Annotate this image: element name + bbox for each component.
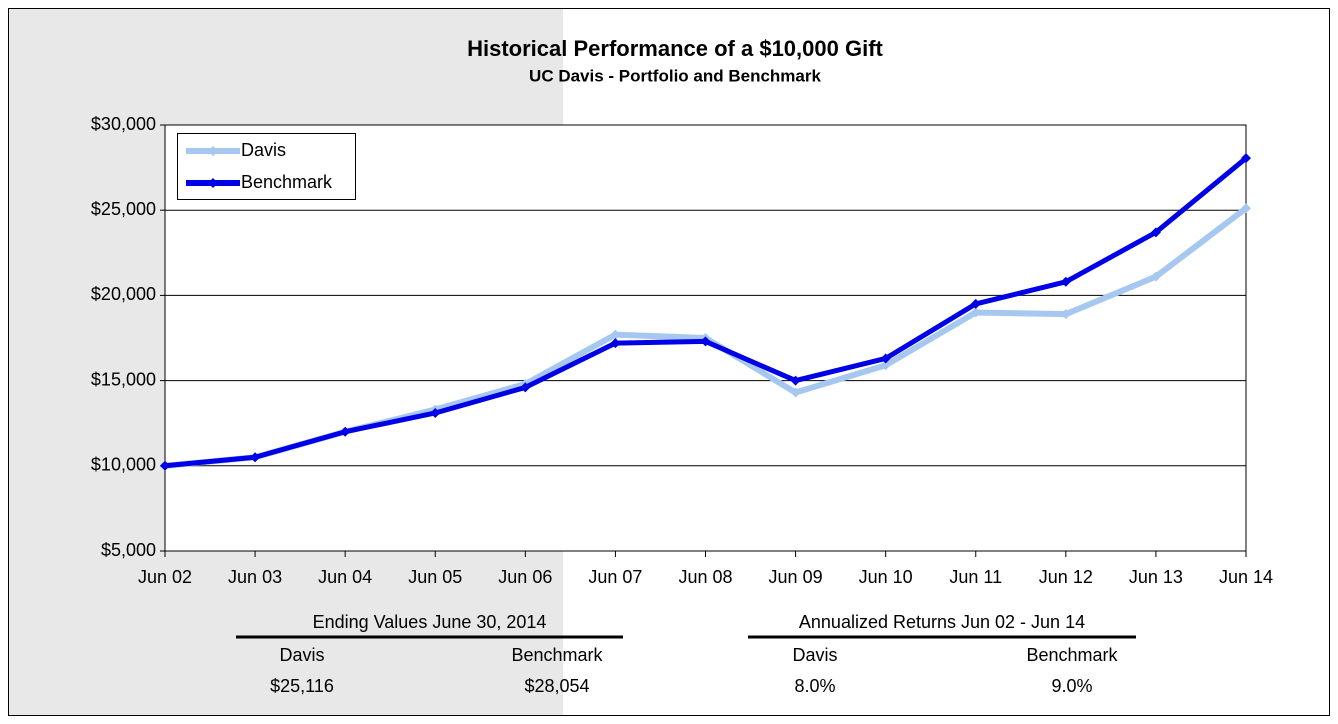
data-point xyxy=(250,452,261,463)
data-point xyxy=(340,426,351,437)
x-tick-label: Jun 07 xyxy=(588,567,642,587)
table-column: Davis xyxy=(792,645,837,665)
y-tick-label: $15,000 xyxy=(91,369,156,389)
data-point xyxy=(1241,153,1251,164)
x-tick-label: Jun 04 xyxy=(318,567,372,587)
data-point xyxy=(970,307,981,318)
x-tick-label: Jun 12 xyxy=(1039,567,1093,587)
legend-label: Davis xyxy=(241,140,286,160)
data-point xyxy=(880,360,891,371)
table-column: Benchmark xyxy=(1026,645,1118,665)
data-point xyxy=(970,298,981,309)
data-point xyxy=(790,375,801,386)
y-tick-label: $30,000 xyxy=(91,114,156,134)
table-value: $28,054 xyxy=(524,676,589,696)
data-point xyxy=(610,329,621,340)
y-tick-label: $5,000 xyxy=(101,540,156,560)
data-point xyxy=(1060,276,1071,287)
table-title: Ending Values June 30, 2014 xyxy=(313,612,547,632)
data-point xyxy=(1060,309,1071,320)
x-tick-label: Jun 10 xyxy=(859,567,913,587)
chart-subtitle: UC Davis - Portfolio and Benchmark xyxy=(529,66,821,85)
data-point xyxy=(160,460,170,471)
data-point xyxy=(700,336,711,347)
table-value: $25,116 xyxy=(270,676,334,696)
x-tick-label: Jun 11 xyxy=(949,567,1002,587)
x-tick-label: Jun 08 xyxy=(678,567,732,587)
x-tick-label: Jun 09 xyxy=(769,567,823,587)
data-point xyxy=(520,382,531,393)
chart-title: Historical Performance of a $10,000 Gift xyxy=(467,36,883,61)
x-tick-label: Jun 13 xyxy=(1129,567,1183,587)
legend-marker xyxy=(208,178,218,188)
y-tick-label: $25,000 xyxy=(91,199,156,219)
data-point xyxy=(1150,271,1161,282)
y-tick-label: $10,000 xyxy=(91,455,156,475)
y-tick-label: $20,000 xyxy=(91,284,156,304)
data-point xyxy=(610,338,621,349)
x-tick-label: Jun 05 xyxy=(408,567,462,587)
table-value: 8.0% xyxy=(794,676,835,696)
table-title: Annualized Returns Jun 02 - Jun 14 xyxy=(799,612,1085,632)
x-tick-label: Jun 02 xyxy=(138,567,192,587)
legend-label: Benchmark xyxy=(241,172,333,192)
data-point xyxy=(880,353,891,364)
data-point xyxy=(1241,203,1251,214)
x-tick-label: Jun 06 xyxy=(498,567,552,587)
data-point xyxy=(430,407,441,418)
legend-box xyxy=(177,133,356,200)
table-column: Davis xyxy=(279,645,324,665)
legend-marker xyxy=(208,146,218,156)
x-tick-label: Jun 03 xyxy=(228,567,282,587)
data-point xyxy=(1150,227,1161,238)
table-value: 9.0% xyxy=(1051,676,1092,696)
table-column: Benchmark xyxy=(511,645,603,665)
x-tick-label: Jun 14 xyxy=(1219,567,1273,587)
frame xyxy=(8,8,1330,716)
data-point xyxy=(790,387,801,398)
